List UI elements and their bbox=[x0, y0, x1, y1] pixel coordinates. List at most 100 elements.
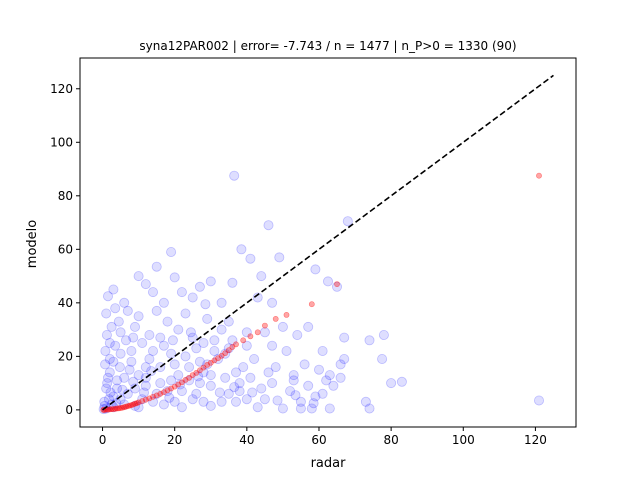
scatter-point bbox=[112, 383, 123, 394]
scatter-point bbox=[252, 292, 263, 303]
scatter-point bbox=[295, 403, 306, 414]
scatter-point bbox=[328, 380, 339, 391]
scatter-point bbox=[335, 359, 346, 370]
scatter-point bbox=[119, 297, 130, 308]
plot-frame bbox=[79, 57, 577, 428]
x-tick-label: 40 bbox=[239, 433, 254, 447]
scatter-point bbox=[277, 403, 288, 414]
y-tick-label: 120 bbox=[50, 82, 73, 96]
scatter-point bbox=[103, 372, 114, 383]
scatter-point bbox=[133, 311, 144, 322]
scatter-point bbox=[230, 367, 241, 378]
scatter-point bbox=[119, 372, 130, 383]
scatter-point bbox=[101, 403, 112, 414]
scatter-point bbox=[378, 329, 389, 340]
x-axis-label: radar bbox=[311, 456, 347, 471]
scatter-point bbox=[281, 345, 292, 356]
scatter-point bbox=[212, 353, 223, 364]
quantile-point bbox=[164, 387, 171, 394]
quantile-point bbox=[283, 311, 290, 318]
scatter-point bbox=[256, 271, 267, 282]
quantile-point bbox=[128, 402, 135, 408]
quantile-point bbox=[135, 399, 142, 406]
scatter-point bbox=[241, 340, 252, 351]
scatter-point bbox=[331, 281, 342, 292]
scatter-point bbox=[241, 327, 252, 338]
quantile-point bbox=[204, 361, 211, 368]
quantile-point bbox=[106, 406, 113, 413]
reference-line bbox=[102, 74, 554, 411]
quantile-point bbox=[160, 389, 167, 396]
scatter-point bbox=[256, 383, 267, 394]
scatter-point bbox=[198, 367, 209, 378]
quantile-point bbox=[121, 404, 128, 411]
quantile-point bbox=[153, 392, 160, 399]
scatter-point bbox=[200, 299, 211, 310]
scatter-point bbox=[216, 324, 227, 335]
quantile-point bbox=[126, 402, 133, 409]
scatter-point bbox=[205, 400, 216, 411]
scatter-point bbox=[259, 327, 270, 338]
scatter-point bbox=[534, 395, 545, 406]
scatter-point bbox=[234, 386, 245, 397]
quantile-point bbox=[150, 393, 156, 400]
quantile-point bbox=[186, 374, 192, 381]
scatter-point bbox=[176, 287, 187, 298]
scatter-point bbox=[138, 387, 149, 398]
scatter-point bbox=[193, 371, 204, 382]
scatter-point bbox=[220, 348, 231, 359]
scatter-point bbox=[313, 364, 324, 375]
y-tick-label: 0 bbox=[65, 403, 73, 417]
scatter-point bbox=[147, 345, 158, 356]
scatter-point bbox=[158, 340, 169, 351]
quantile-point bbox=[207, 359, 214, 366]
scatter-point bbox=[310, 264, 321, 275]
scatter-point bbox=[100, 359, 111, 370]
scatter-point bbox=[144, 353, 155, 364]
quantile-point bbox=[254, 329, 261, 336]
scatter-point bbox=[322, 276, 333, 287]
scatter-point bbox=[234, 378, 245, 389]
scatter-point bbox=[176, 386, 187, 397]
scatter-point bbox=[151, 305, 162, 316]
scatter-point bbox=[99, 400, 110, 411]
scatter-point bbox=[364, 335, 375, 346]
scatter-point bbox=[115, 394, 126, 405]
quantile-point bbox=[146, 395, 153, 402]
scatter-point bbox=[140, 362, 151, 373]
quantile-point bbox=[157, 390, 164, 397]
scatter-point bbox=[173, 370, 184, 381]
scatter-point bbox=[241, 394, 252, 405]
scatter-point bbox=[128, 332, 139, 343]
quantile-point bbox=[112, 405, 119, 412]
quantile-point bbox=[334, 281, 340, 287]
quantile-point bbox=[196, 367, 203, 374]
scatter-point bbox=[277, 321, 288, 332]
scatter-point bbox=[128, 376, 139, 387]
scatter-point bbox=[263, 220, 274, 231]
scatter-series-pairs bbox=[98, 170, 545, 415]
scatter-point bbox=[223, 343, 234, 354]
scatter-point bbox=[101, 308, 112, 319]
quantile-point bbox=[110, 406, 117, 412]
scatter-point bbox=[124, 364, 135, 375]
scatter-point bbox=[133, 370, 144, 381]
scatter-point bbox=[205, 276, 216, 287]
scatter-point bbox=[115, 327, 126, 338]
scatter-point bbox=[122, 388, 133, 399]
chart-title: syna12PAR002 | error= -7.743 / n = 1477 … bbox=[139, 39, 516, 53]
scatter-point bbox=[220, 372, 231, 383]
scatter-point bbox=[129, 383, 140, 394]
scatter-point bbox=[191, 388, 202, 399]
scatter-point bbox=[173, 324, 184, 335]
scatter-point bbox=[310, 391, 321, 402]
x-tick-label: 60 bbox=[311, 433, 326, 447]
scatter-point bbox=[198, 396, 209, 407]
scatter-point bbox=[317, 388, 328, 399]
x-tick-label: 0 bbox=[99, 433, 107, 447]
scatter-point bbox=[104, 394, 115, 405]
scatter-point bbox=[122, 305, 133, 316]
scatter-point bbox=[180, 308, 191, 319]
scatter-point bbox=[290, 390, 301, 401]
